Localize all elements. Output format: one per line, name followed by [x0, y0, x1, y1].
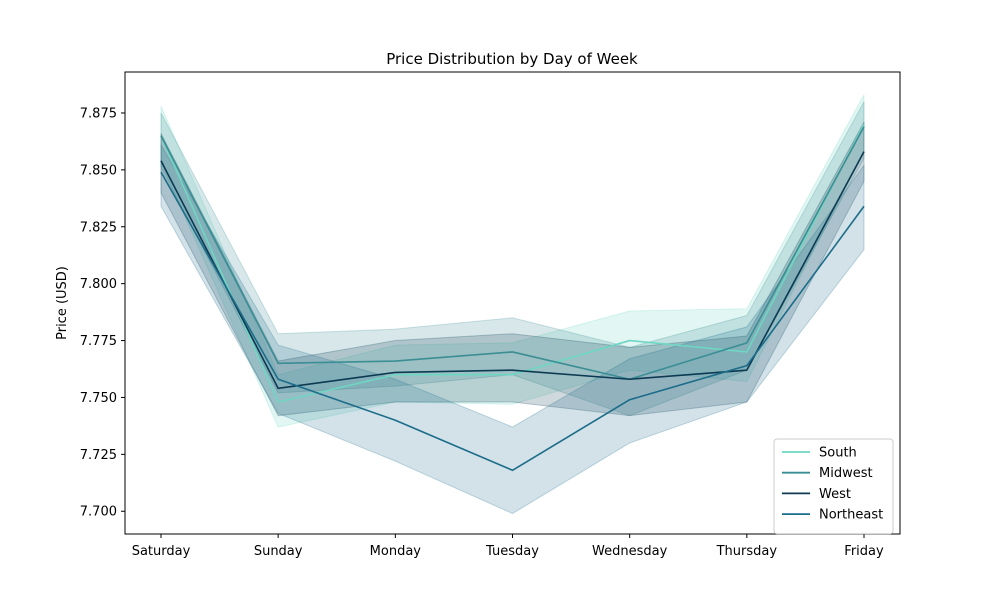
legend-label-south: South	[819, 446, 857, 461]
y-tick-label: 7.825	[80, 220, 117, 235]
y-axis: 7.700 7.725 7.750 7.775 7.800 7.825 7.850 7.875	[80, 106, 125, 520]
y-tick-label: 7.725	[80, 448, 117, 463]
midwest-line	[160, 126, 865, 381]
y-tick-label: 7.775	[80, 334, 117, 349]
y-axis-label: Price (USD)	[55, 266, 70, 340]
legend-label-midwest: Midwest	[819, 466, 873, 481]
legend-box	[773, 438, 894, 535]
chart-title: Price Distribution by Day of Week	[386, 50, 638, 68]
x-tick-label: Friday	[844, 544, 884, 559]
x-tick-label: Monday	[370, 544, 422, 559]
y-tick-label: 7.850	[80, 163, 117, 178]
confidence-bands	[160, 94, 865, 515]
x-tick-label: Thursday	[716, 544, 778, 559]
y-tick-label: 7.875	[80, 106, 117, 121]
northeast-line	[160, 171, 865, 472]
northeast-confidence-band	[160, 142, 865, 515]
x-tick-label: Tuesday	[485, 544, 539, 559]
x-tick-label: Saturday	[132, 544, 191, 559]
midwest-confidence-band	[160, 101, 865, 417]
legend-label-northeast: Northeast	[819, 508, 883, 523]
west-line	[160, 151, 865, 390]
x-tick-label: Sunday	[254, 544, 303, 559]
series-lines	[160, 123, 865, 472]
y-tick-label: 7.700	[80, 505, 117, 520]
x-tick-label: Wednesday	[592, 544, 668, 559]
x-axis: Saturday Sunday Monday Tuesday Wednesday Thur…	[132, 534, 884, 559]
west-confidence-band	[160, 121, 865, 417]
y-tick-label: 7.800	[80, 277, 117, 292]
legend-label-west: West	[819, 487, 851, 502]
y-tick-label: 7.750	[80, 391, 117, 406]
legend: South Midwest West Northeast	[773, 438, 894, 535]
south-line	[160, 123, 865, 403]
